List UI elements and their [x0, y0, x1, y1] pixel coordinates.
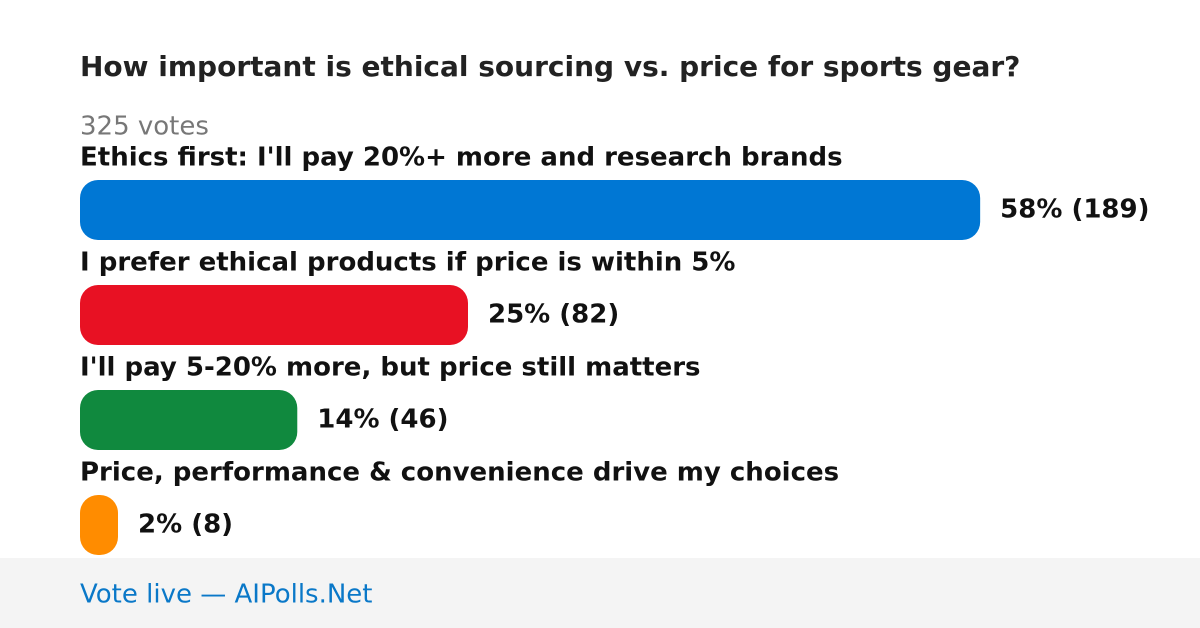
bar	[80, 180, 981, 240]
footer-band	[0, 558, 1200, 628]
bar	[80, 495, 118, 555]
poll-title: How important is ethical sourcing vs. pr…	[80, 50, 1020, 83]
option-label: Ethics first: I'll pay 20%+ more and res…	[80, 143, 843, 173]
option-label: I'll pay 5-20% more, but price still mat…	[80, 353, 701, 383]
bar	[80, 390, 298, 450]
vote-count: 325 votes	[80, 112, 209, 142]
option-label: Price, performance & convenience drive m…	[80, 458, 839, 488]
footer-link[interactable]: Vote live — AIPolls.Net	[80, 580, 373, 610]
bar	[80, 285, 468, 345]
value-label: 2% (8)	[138, 510, 233, 540]
value-label: 58% (189)	[1000, 195, 1149, 225]
option-label: I prefer ethical products if price is wi…	[80, 248, 735, 278]
value-label: 14% (46)	[317, 405, 448, 435]
value-label: 25% (82)	[488, 300, 619, 330]
